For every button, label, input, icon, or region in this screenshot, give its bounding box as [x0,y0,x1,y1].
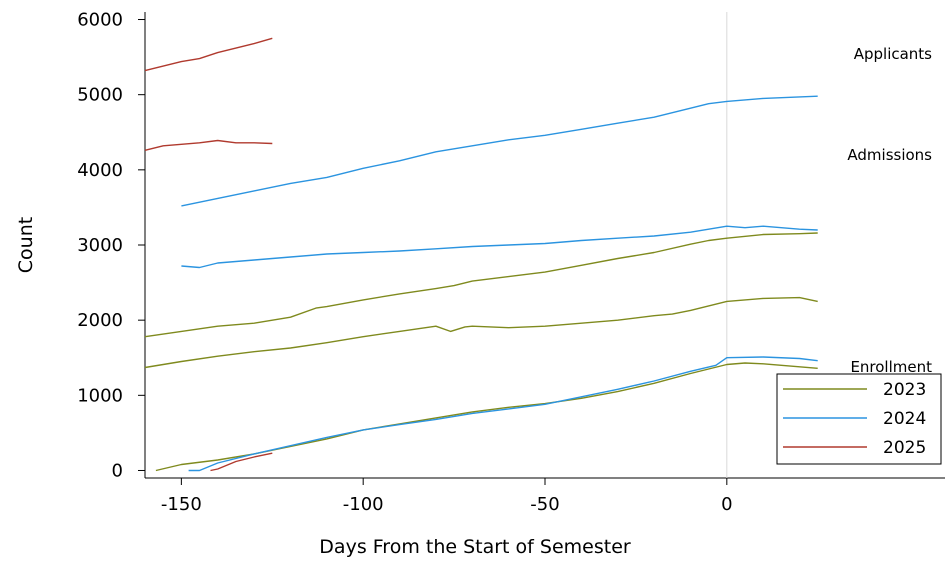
annotation-applicants: Applicants [854,45,932,63]
annotation-admissions: Admissions [847,146,932,164]
x-axis: -150 -100 -50 0 [161,478,733,515]
series-line-2023-applicants [144,232,818,338]
x-axis-title: Days From the Start of Semester [319,536,631,558]
legend-label-2023: 2023 [883,380,926,400]
series-line-2025-admissions [144,139,273,151]
y-tick-label: 5000 [77,85,123,106]
y-tick-label: 2000 [77,310,123,331]
legend-label-2024: 2024 [883,409,926,429]
series-line-2023-admissions [144,296,818,369]
x-tick-label: -150 [161,494,202,515]
series-line-2025-applicants [144,37,273,72]
y-axis: 0 1000 2000 3000 4000 5000 6000 [77,10,145,481]
x-tick-label: -100 [343,494,384,515]
y-tick-label: 3000 [77,235,123,256]
series-line-2024-applicants [181,95,818,207]
series-line-2025-enrollment [210,452,273,472]
y-tick-label: 0 [112,460,123,481]
series-line-2024-admissions [181,225,818,269]
x-tick-label: -50 [530,494,559,515]
legend: 2023 2024 2025 [776,373,942,465]
y-tick-label: 1000 [77,385,123,406]
legend-label-2025: 2025 [883,438,926,458]
x-tick-label: 0 [721,494,732,515]
annotation-enrollment: Enrollment [850,358,932,376]
y-tick-label: 6000 [77,10,123,31]
y-axis-title: Count [15,217,37,273]
y-tick-label: 4000 [77,160,123,181]
series-line-2024-enrollment [188,356,818,472]
series-lines [144,37,818,472]
